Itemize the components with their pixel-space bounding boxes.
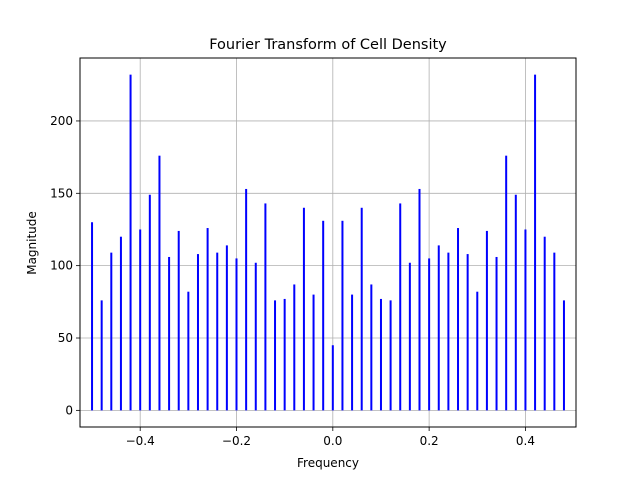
y-tick-label: 100	[50, 259, 73, 273]
y-tick-label: 200	[50, 114, 73, 128]
x-axis-ticks: −0.4 −0.2 0.0 0.2 0.4	[126, 427, 535, 448]
y-axis-ticks: 0 50 100 150 200	[50, 114, 80, 417]
bar	[148, 194, 151, 411]
bar	[553, 252, 556, 411]
bars	[91, 74, 565, 411]
bar	[476, 291, 479, 411]
bar	[505, 155, 508, 411]
bar	[562, 300, 565, 411]
bar	[168, 256, 171, 411]
bar	[341, 220, 344, 411]
bar	[235, 258, 238, 411]
bar	[139, 229, 142, 411]
chart-title: Fourier Transform of Cell Density	[209, 37, 447, 53]
bar	[216, 252, 219, 411]
bar	[187, 291, 190, 411]
bar	[466, 254, 469, 411]
bar	[360, 207, 363, 411]
bar	[274, 300, 277, 411]
y-tick-label: 0	[65, 403, 73, 417]
bar	[312, 294, 315, 411]
bar	[495, 256, 498, 411]
y-tick-label: 150	[50, 186, 73, 200]
bar	[524, 229, 527, 411]
bar	[245, 188, 248, 411]
bar	[100, 300, 103, 411]
bar	[196, 254, 199, 411]
plot-frame	[79, 57, 577, 428]
bar	[543, 236, 546, 411]
bar	[379, 298, 382, 411]
bar	[370, 284, 373, 411]
bar	[177, 230, 180, 411]
bar	[447, 252, 450, 411]
bar	[514, 194, 517, 411]
bar	[322, 220, 325, 411]
bar	[331, 345, 334, 411]
bar	[399, 203, 402, 411]
bar	[110, 252, 113, 411]
bar	[119, 236, 122, 411]
y-axis-label: Magnitude	[25, 211, 39, 275]
bar	[302, 207, 305, 411]
x-axis-label: Frequency	[297, 456, 359, 470]
bar	[293, 284, 296, 411]
bar	[254, 262, 257, 411]
grid	[80, 58, 576, 427]
bar	[485, 230, 488, 411]
bar	[428, 258, 431, 411]
bar	[206, 228, 209, 411]
bar	[389, 300, 392, 411]
bar	[457, 228, 460, 411]
bar	[408, 262, 411, 411]
bar	[418, 188, 421, 411]
y-tick-label: 50	[58, 331, 73, 345]
bar	[351, 294, 354, 411]
bar	[129, 74, 132, 411]
x-tick-label: −0.4	[126, 434, 155, 448]
bar	[158, 155, 161, 411]
bar	[225, 245, 228, 411]
x-tick-label: −0.2	[222, 434, 251, 448]
bar	[534, 74, 537, 411]
x-tick-label: 0.0	[323, 434, 342, 448]
bar	[283, 298, 286, 411]
bar	[91, 222, 94, 411]
x-tick-label: 0.2	[420, 434, 439, 448]
bar	[437, 245, 440, 411]
x-tick-label: 0.4	[516, 434, 535, 448]
bar	[264, 203, 267, 411]
